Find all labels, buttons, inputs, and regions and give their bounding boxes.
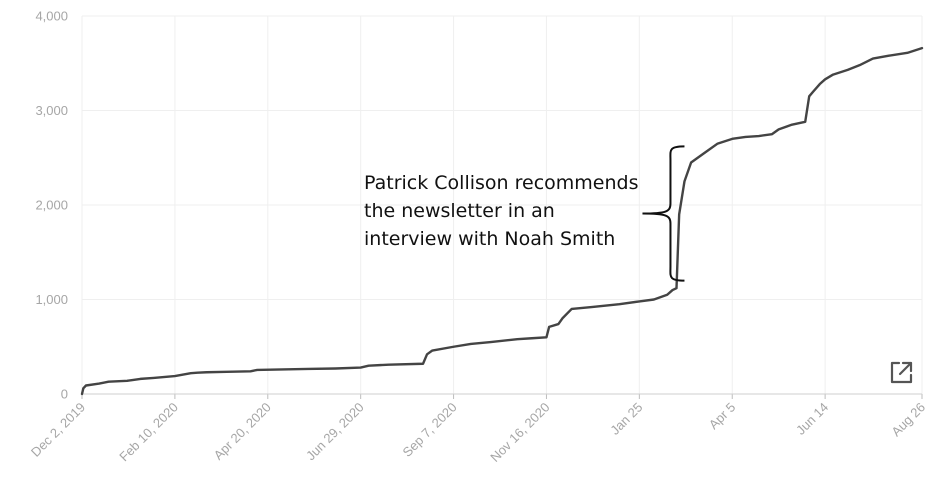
annotation-text-line: Patrick Collison recommends <box>364 172 638 194</box>
series-line <box>80 46 924 396</box>
x-tick-label: Nov 16, 2020 <box>487 400 552 465</box>
x-tick-label: Feb 10, 2020 <box>116 400 181 465</box>
x-tick-label: Jan 25 <box>607 400 645 438</box>
y-tick-label: 4,000 <box>35 9 68 24</box>
annotation: Patrick Collison recommends the newslette… <box>364 145 685 282</box>
y-tick-label: 2,000 <box>35 198 68 213</box>
x-tick-label: Jun 29, 2020 <box>303 400 367 464</box>
expand-button[interactable] <box>890 361 913 384</box>
annotation-text-line: interview with Noah Smith <box>364 228 615 250</box>
annotation-text-line: the newsletter in an <box>364 200 555 222</box>
x-tick-label: Jun 14 <box>793 400 831 438</box>
y-tick-label: 0 <box>61 387 68 402</box>
x-tick-label: Apr 20, 2020 <box>211 400 274 463</box>
y-tick-label: 3,000 <box>35 103 68 118</box>
y-tick-label: 1,000 <box>35 292 68 307</box>
x-tick-label: Sep 7, 2020 <box>399 400 459 460</box>
x-tick-label: Dec 2, 2019 <box>28 400 88 460</box>
external-link-icon <box>890 361 913 384</box>
x-tick-label: Aug 26 <box>888 400 928 440</box>
series-layer <box>80 46 924 396</box>
grid <box>81 15 923 395</box>
x-tick-label: Apr 5 <box>706 400 739 433</box>
